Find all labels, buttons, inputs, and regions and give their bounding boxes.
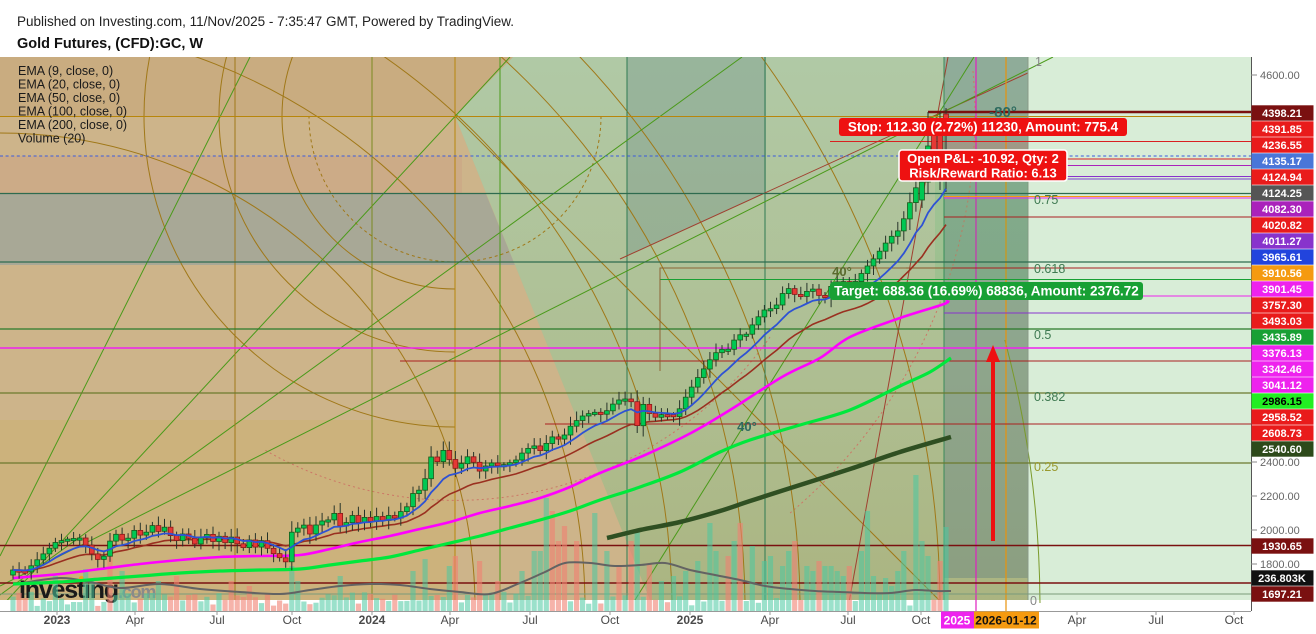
svg-text:0.618: 0.618 <box>1034 262 1065 276</box>
svg-text:236.803K: 236.803K <box>1258 573 1306 585</box>
svg-text:3435.89: 3435.89 <box>1262 332 1302 344</box>
svg-text:Risk/Reward Ratio: 6.13: Risk/Reward Ratio: 6.13 <box>909 165 1056 180</box>
svg-text:3910.56: 3910.56 <box>1262 268 1302 280</box>
svg-text:2023: 2023 <box>44 613 71 627</box>
svg-text:Jul: Jul <box>1148 613 1163 627</box>
svg-text:40°: 40° <box>737 419 757 434</box>
svg-text:2958.52: 2958.52 <box>1262 412 1302 424</box>
svg-text:2025: 2025 <box>677 613 704 627</box>
svg-text:4082.30: 4082.30 <box>1262 204 1302 216</box>
svg-text:2025: 2025 <box>944 614 971 628</box>
svg-text:Oct: Oct <box>601 613 620 627</box>
svg-text:Volume (20): Volume (20) <box>18 132 85 146</box>
svg-text:3757.30: 3757.30 <box>1262 300 1302 312</box>
svg-text:0.382: 0.382 <box>1034 390 1065 404</box>
svg-text:EMA (20, close, 0): EMA (20, close, 0) <box>18 78 120 92</box>
svg-text:2026-01-12: 2026-01-12 <box>975 614 1037 628</box>
svg-text:1930.65: 1930.65 <box>1262 541 1302 553</box>
svg-text:2986.15: 2986.15 <box>1262 396 1302 408</box>
svg-text:0: 0 <box>1030 594 1037 608</box>
svg-text:Jul: Jul <box>522 613 537 627</box>
svg-text:-80°: -80° <box>989 104 1017 121</box>
svg-text:4020.82: 4020.82 <box>1262 220 1302 232</box>
svg-text:EMA (100, close, 0): EMA (100, close, 0) <box>18 105 127 119</box>
svg-text:Target: 688.36 (16.69%) 68836,: Target: 688.36 (16.69%) 68836, Amount: 2… <box>834 284 1139 299</box>
svg-text:1800.00: 1800.00 <box>1260 559 1300 571</box>
svg-text:4398.21: 4398.21 <box>1262 108 1302 120</box>
svg-text:Oct: Oct <box>283 613 302 627</box>
svg-text:Apr: Apr <box>441 613 460 627</box>
svg-text:3901.45: 3901.45 <box>1262 284 1302 296</box>
svg-text:0.5: 0.5 <box>1034 328 1051 342</box>
svg-text:3965.61: 3965.61 <box>1262 252 1302 264</box>
svg-text:3041.12: 3041.12 <box>1262 380 1302 392</box>
svg-text:2000.00: 2000.00 <box>1260 525 1300 537</box>
svg-text:2200.00: 2200.00 <box>1260 491 1300 503</box>
svg-text:Apr: Apr <box>1068 613 1087 627</box>
svg-text:Published on Investing.com, 11: Published on Investing.com, 11/Nov/2025 … <box>17 14 514 29</box>
svg-text:Jul: Jul <box>840 613 855 627</box>
svg-text:2608.73: 2608.73 <box>1262 428 1302 440</box>
svg-text:4236.55: 4236.55 <box>1262 140 1302 152</box>
svg-text:3376.13: 3376.13 <box>1262 348 1302 360</box>
svg-text:Oct: Oct <box>1225 613 1244 627</box>
svg-text:3493.03: 3493.03 <box>1262 316 1302 328</box>
svg-text:2400.00: 2400.00 <box>1260 457 1300 469</box>
svg-text:40°: 40° <box>832 264 852 279</box>
svg-text:1697.21: 1697.21 <box>1262 589 1302 601</box>
svg-text:0.25: 0.25 <box>1034 460 1058 474</box>
svg-text:4600.00: 4600.00 <box>1260 70 1300 82</box>
svg-text:4124.25: 4124.25 <box>1262 188 1302 200</box>
svg-text:Jul: Jul <box>209 613 224 627</box>
svg-text:EMA (9, close, 0): EMA (9, close, 0) <box>18 64 113 78</box>
svg-text:EMA (50, close, 0): EMA (50, close, 0) <box>18 91 120 105</box>
svg-text:4124.94: 4124.94 <box>1262 172 1303 184</box>
svg-text:Apr: Apr <box>126 613 145 627</box>
svg-text:0.75: 0.75 <box>1034 193 1058 207</box>
svg-text:4135.17: 4135.17 <box>1262 156 1302 168</box>
svg-text:Open P&L: -10.92, Qty: 2: Open P&L: -10.92, Qty: 2 <box>907 151 1059 166</box>
svg-text:4391.85: 4391.85 <box>1262 124 1302 136</box>
svg-text:Gold Futures, (CFD):GC, W: Gold Futures, (CFD):GC, W <box>17 36 203 52</box>
svg-text:1: 1 <box>1035 55 1042 69</box>
svg-text:4011.27: 4011.27 <box>1262 236 1301 248</box>
svg-text:Apr: Apr <box>761 613 780 627</box>
svg-text:Stop: 112.30 (2.72%) 11230, Am: Stop: 112.30 (2.72%) 11230, Amount: 775.… <box>848 120 1119 135</box>
svg-text:2540.60: 2540.60 <box>1262 444 1302 456</box>
svg-text:EMA (200, close, 0): EMA (200, close, 0) <box>18 118 127 132</box>
svg-text:Oct: Oct <box>912 613 931 627</box>
svg-text:3342.46: 3342.46 <box>1262 364 1302 376</box>
svg-text:2024: 2024 <box>359 613 386 627</box>
